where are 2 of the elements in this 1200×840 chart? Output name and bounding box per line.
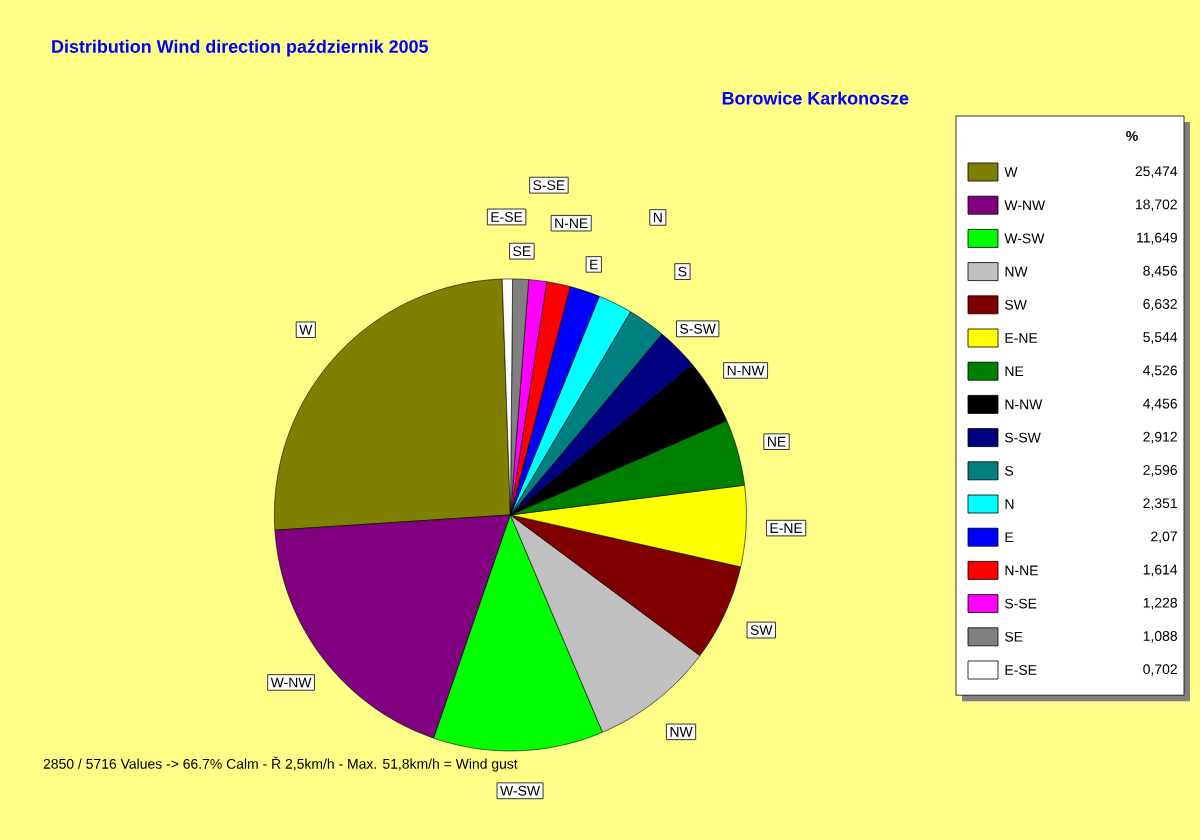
chart-title: Distribution Wind direction październik 2005 <box>52 39 429 57</box>
chart-subtitle: Borowice Karkonosze <box>722 91 909 105</box>
